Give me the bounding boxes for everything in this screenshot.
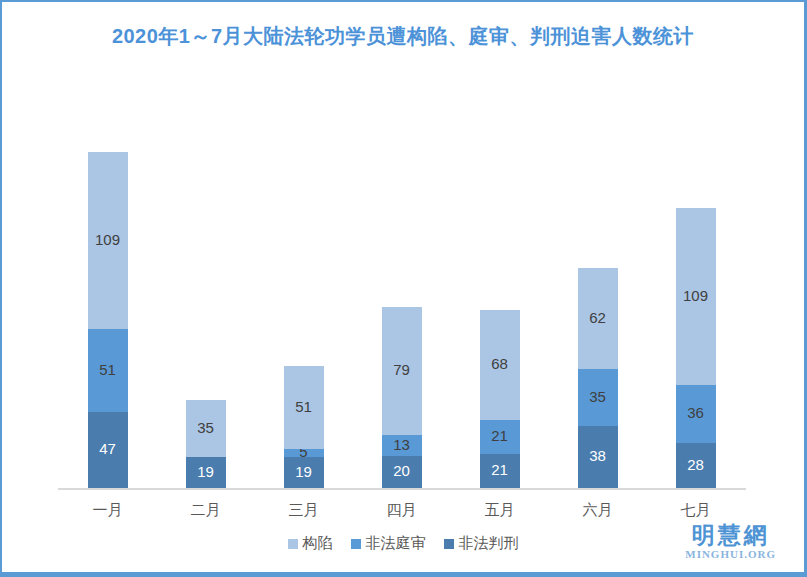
bar-value-label: 62 <box>578 310 618 326</box>
x-axis-label: 三月 <box>255 501 353 520</box>
bar-value-label: 35 <box>578 389 618 405</box>
legend-swatch-icon <box>288 539 298 549</box>
legend-item-feifa-panxing: 非法判刑 <box>444 534 519 553</box>
bar-value-label: 35 <box>186 420 226 436</box>
legend-item-gouxian: 构陷 <box>288 534 333 553</box>
logo-domain-text: MINGHUI.ORG <box>685 548 776 560</box>
x-axis-label: 一月 <box>59 501 157 520</box>
bar-value-label: 47 <box>88 441 128 457</box>
bar-value-label: 36 <box>676 405 716 421</box>
legend: 构陷 非法庭审 非法判刑 <box>2 534 804 553</box>
bar-value-label: 20 <box>382 463 422 479</box>
legend-label: 非法庭审 <box>366 534 426 553</box>
bar-value-label: 79 <box>382 362 422 378</box>
legend-item-feifa-tingshen: 非法庭审 <box>351 534 426 553</box>
legend-label: 非法判刑 <box>459 534 519 553</box>
bar-value-label: 68 <box>480 356 520 372</box>
bar-value-label: 28 <box>676 457 716 473</box>
minghui-logo: 明慧網 MINGHUI.ORG <box>685 522 776 560</box>
x-axis-label: 六月 <box>549 501 647 520</box>
plot-area: 4751109一月19035二月19551三月201379四月212168五月3… <box>2 2 804 572</box>
legend-swatch-icon <box>444 539 454 549</box>
legend-swatch-icon <box>351 539 361 549</box>
bar-value-label: 13 <box>382 437 422 453</box>
bar-value-label: 51 <box>284 399 324 415</box>
bar-value-label: 19 <box>284 464 324 480</box>
chart-frame: 2020年1～7月大陆法轮功学员遭构陷、庭审、判刑迫害人数统计 4751109一… <box>0 0 807 577</box>
bar-value-label: 21 <box>480 428 520 444</box>
bar-value-label: 109 <box>676 288 716 304</box>
legend-label: 构陷 <box>303 534 333 553</box>
bar-value-label: 38 <box>578 448 618 464</box>
x-axis-label: 五月 <box>451 501 549 520</box>
x-axis-label: 七月 <box>647 501 745 520</box>
bar-value-label: 21 <box>480 462 520 478</box>
x-axis-line <box>58 488 746 490</box>
bar-value-label: 19 <box>186 464 226 480</box>
x-axis-label: 二月 <box>157 501 255 520</box>
bar-value-label: 109 <box>88 232 128 248</box>
logo-chinese-text: 明慧網 <box>685 522 776 548</box>
bar-value-label: 51 <box>88 362 128 378</box>
x-axis-label: 四月 <box>353 501 451 520</box>
